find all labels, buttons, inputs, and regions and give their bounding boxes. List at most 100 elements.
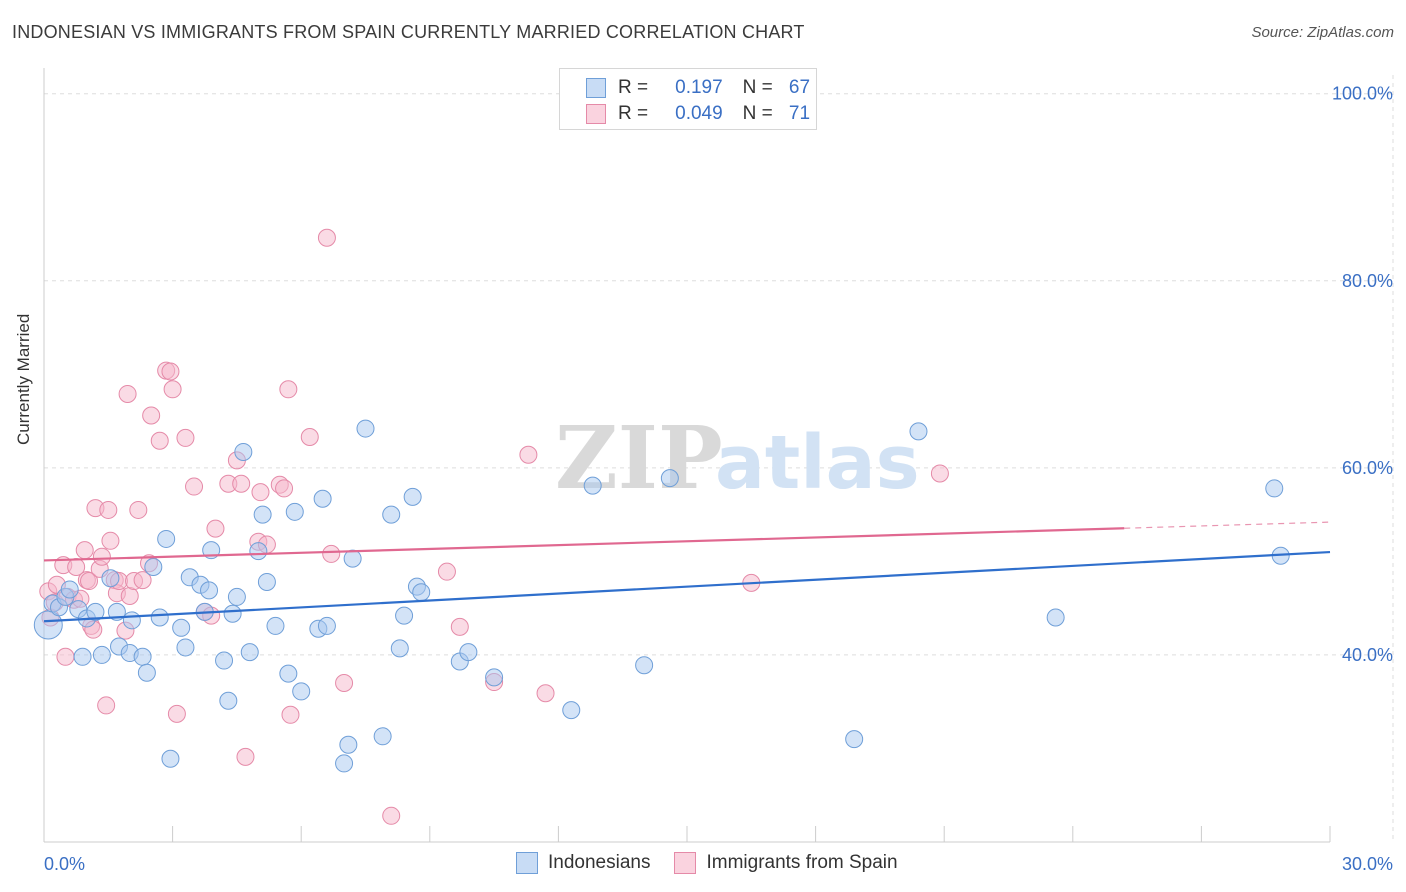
legend-swatch-blue <box>586 78 606 98</box>
indonesian-point <box>459 643 478 662</box>
indonesian-point <box>249 542 268 561</box>
spain-point <box>185 477 204 496</box>
indonesian-point <box>133 647 152 666</box>
indonesian-point <box>1046 608 1065 627</box>
indonesian-point <box>227 587 246 606</box>
indonesian-point <box>172 618 191 637</box>
spain-point <box>176 428 195 447</box>
indonesian-point <box>161 749 180 768</box>
legend-swatch-pink <box>674 852 697 874</box>
spain-point <box>335 673 354 692</box>
legend-row-spain: R = 0.049 N = 71 <box>586 101 810 127</box>
spain-point <box>251 483 270 502</box>
spain-point <box>163 380 182 399</box>
indonesian-point <box>313 489 332 508</box>
indonesian-point <box>176 638 195 657</box>
legend-r-label: R = <box>618 77 649 98</box>
indonesian-point <box>253 505 272 524</box>
spain-point <box>118 384 137 403</box>
spain-point <box>300 427 319 446</box>
spain-point <box>129 500 148 519</box>
indonesian-point <box>403 487 422 506</box>
spain-point <box>206 519 225 538</box>
indonesian-point <box>660 469 679 488</box>
indonesian-point <box>395 606 414 625</box>
legend-r-label: R = <box>618 103 649 124</box>
spain-point <box>437 562 456 581</box>
trend-line <box>43 527 1125 562</box>
indonesian-point <box>279 664 298 683</box>
indonesian-point <box>373 727 392 746</box>
indonesian-point <box>137 663 156 682</box>
spain-point <box>99 500 118 519</box>
spain-point <box>519 445 538 464</box>
indonesian-point <box>292 682 311 701</box>
spain-point <box>80 572 99 591</box>
spain-point <box>167 704 186 723</box>
x-tick-label: 30.0% <box>1342 854 1393 874</box>
indonesian-point <box>266 616 285 635</box>
indonesian-point <box>92 645 111 664</box>
y-tick-label: 100.0% <box>1332 84 1393 104</box>
legend-label: Indonesians <box>548 852 651 873</box>
indonesian-point <box>1265 479 1284 498</box>
spain-point <box>275 479 294 498</box>
legend-swatch-pink <box>586 104 606 124</box>
spain-point <box>142 406 161 425</box>
indonesian-point <box>412 583 431 602</box>
indonesian-point <box>215 651 234 670</box>
legend-r-value: 0.197 <box>675 77 723 98</box>
indonesian-point <box>86 602 105 621</box>
indonesian-point <box>157 529 176 548</box>
indonesian-point <box>335 754 354 773</box>
indonesian-point <box>583 476 602 495</box>
spain-point <box>236 747 255 766</box>
indonesian-point <box>73 647 92 666</box>
spain-point <box>150 431 169 450</box>
spain-point <box>317 228 336 247</box>
legend-n-value: 67 <box>788 77 811 98</box>
indonesian-point <box>223 604 242 623</box>
indonesian-point <box>339 735 358 754</box>
indonesian-point <box>285 502 304 521</box>
legend-n-label: N = <box>742 103 773 124</box>
spain-point <box>930 464 949 483</box>
indonesian-point <box>257 572 276 591</box>
legend-r-value: 0.049 <box>675 103 723 124</box>
correlation-legend: R = 0.197 N = 67 R = 0.049 N = 71 <box>559 68 817 130</box>
y-tick-label: 60.0% <box>1342 458 1393 478</box>
indonesian-point <box>101 569 120 588</box>
spain-point <box>161 362 180 381</box>
indonesian-point <box>240 643 259 662</box>
y-tick-label: 80.0% <box>1342 271 1393 291</box>
indonesian-point <box>845 730 864 749</box>
indonesian-point <box>60 580 79 599</box>
watermark-zip: ZIP <box>555 408 723 509</box>
trend-line-extension <box>1124 521 1331 529</box>
spain-point <box>232 474 251 493</box>
legend-n-value: 71 <box>788 103 811 124</box>
indonesian-point <box>219 691 238 710</box>
spain-point <box>536 684 555 703</box>
spain-point <box>56 647 75 666</box>
spain-point <box>120 586 139 605</box>
spain-point <box>133 571 152 590</box>
spain-point <box>382 806 401 825</box>
indonesian-point <box>390 639 409 658</box>
series-legend: Indonesians Immigrants from Spain <box>516 852 922 874</box>
spain-point <box>97 696 116 715</box>
indonesian-point <box>144 558 163 577</box>
indonesian-point <box>382 505 401 524</box>
indonesian-point <box>909 422 928 441</box>
indonesian-point <box>317 616 336 635</box>
indonesian-point <box>343 549 362 568</box>
x-tick-label: 0.0% <box>44 854 85 874</box>
spain-point <box>281 705 300 724</box>
legend-item-spain: Immigrants from Spain <box>674 852 898 874</box>
indonesian-point <box>150 608 169 627</box>
spain-point <box>322 544 341 563</box>
indonesian-point <box>485 668 504 687</box>
spain-point <box>279 380 298 399</box>
legend-row-indonesians: R = 0.197 N = 67 <box>586 75 810 101</box>
